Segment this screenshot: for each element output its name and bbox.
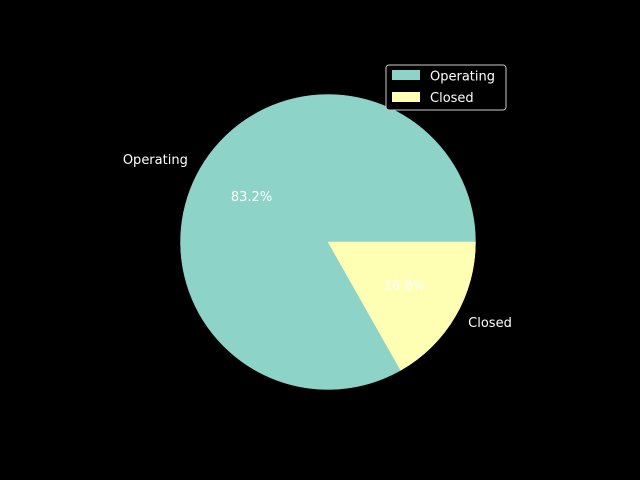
- legend: Operating Closed: [385, 64, 507, 111]
- legend-swatch-closed: [392, 92, 420, 102]
- percent-label-operating: 83.2%: [231, 190, 272, 205]
- legend-label-operating: Operating: [430, 70, 495, 85]
- legend-label-closed: Closed: [430, 91, 474, 106]
- pie-slice-closed: [327, 241, 476, 371]
- legend-swatch-operating: [392, 70, 420, 80]
- slice-label-closed: Closed: [468, 316, 512, 331]
- pie-slices: [180, 94, 476, 390]
- slice-label-operating: Operating: [123, 153, 188, 168]
- percent-label-closed: 16.8%: [384, 279, 425, 294]
- pie-labels: Operating 83.2% Closed 16.8%: [123, 153, 512, 331]
